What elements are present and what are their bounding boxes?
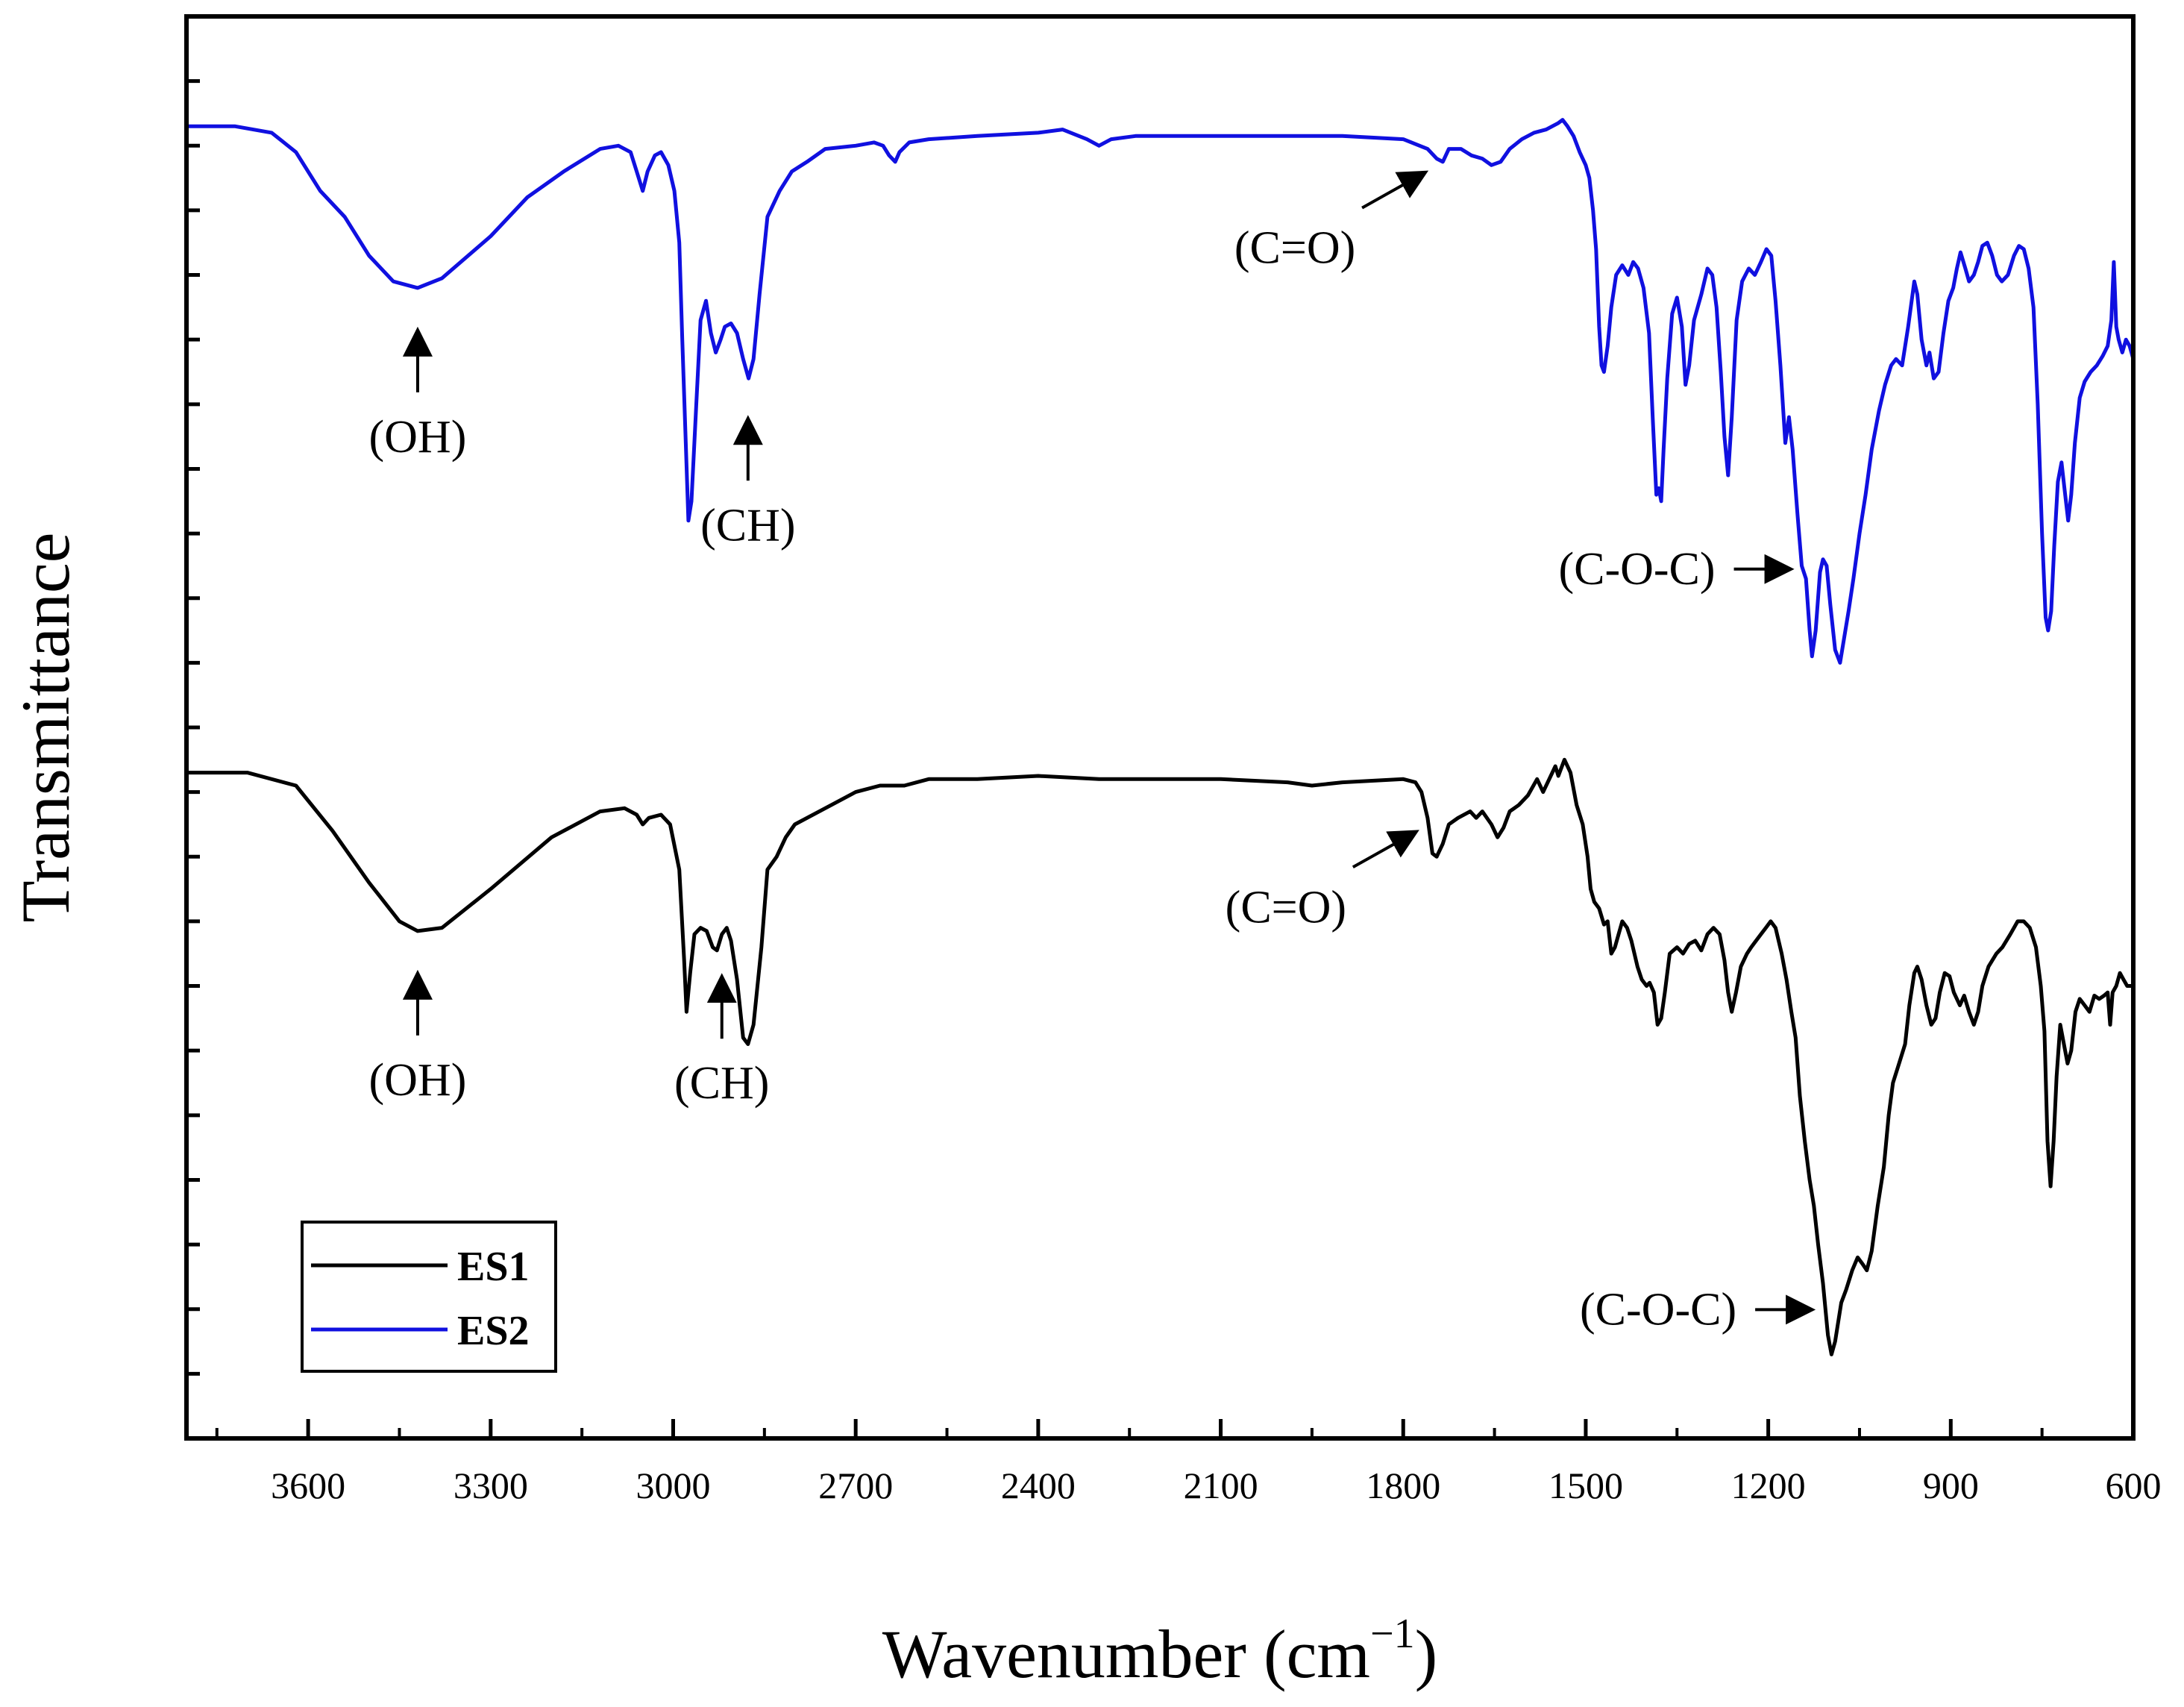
- x-tick-label: 600: [2106, 1465, 2162, 1506]
- x-axis-title-superscript: −1: [1370, 1611, 1415, 1657]
- series-layer: [186, 118, 2136, 1356]
- x-axis-title-close: ): [1415, 1616, 1438, 1692]
- x-tick-label: 3300: [454, 1465, 528, 1506]
- annotation-label: (CH): [700, 500, 795, 551]
- x-tick-label: 1500: [1548, 1465, 1623, 1506]
- series-es1-line: [186, 757, 2133, 1356]
- series-es2-line: [186, 118, 2136, 665]
- annotation-label: (C=O): [1234, 223, 1355, 274]
- x-axis-title: Wavenumber (cm−1): [882, 1611, 1437, 1692]
- annotation-label: (CH): [674, 1058, 769, 1109]
- y-ticks: [186, 79, 200, 1376]
- legend-label-es2: ES2: [457, 1308, 530, 1354]
- x-axis-title-main: Wavenumber (cm: [882, 1616, 1370, 1692]
- plot-area: [186, 118, 2136, 1356]
- x-tick-label: 3000: [636, 1465, 711, 1506]
- x-tick-label: 1800: [1366, 1465, 1440, 1506]
- x-tick-label: 2700: [818, 1465, 893, 1506]
- legend-box: [301, 1221, 557, 1373]
- annotation-layer: (OH) (CH) (C=O) (C-O-C) (OH) (CH) (C=O) (C-O-C): [369, 170, 1816, 1335]
- x-tick-label: 900: [1923, 1465, 1979, 1506]
- annotation-arrow: [1352, 830, 1419, 869]
- annotation-label: (C-O-C): [1558, 544, 1715, 595]
- x-tick-label: 1200: [1731, 1465, 1806, 1506]
- annotation-label: (OH): [369, 412, 467, 463]
- legend-label-es1: ES1: [457, 1244, 530, 1290]
- x-tick-label: 2400: [1001, 1465, 1076, 1506]
- x-tick-label: 3600: [271, 1465, 345, 1506]
- annotation-label: (OH): [369, 1055, 467, 1106]
- y-axis-title: Transmittance: [7, 533, 84, 923]
- annotation-label: (C=O): [1226, 882, 1346, 933]
- x-tick-label: 2100: [1184, 1465, 1258, 1506]
- annotation-label: (C-O-C): [1580, 1284, 1736, 1335]
- x-ticks: 3600 3300 3000 2700 2400 2100 1800 1500 1200 900 6…: [215, 1419, 2162, 1506]
- annotation-arrow: [1361, 170, 1429, 210]
